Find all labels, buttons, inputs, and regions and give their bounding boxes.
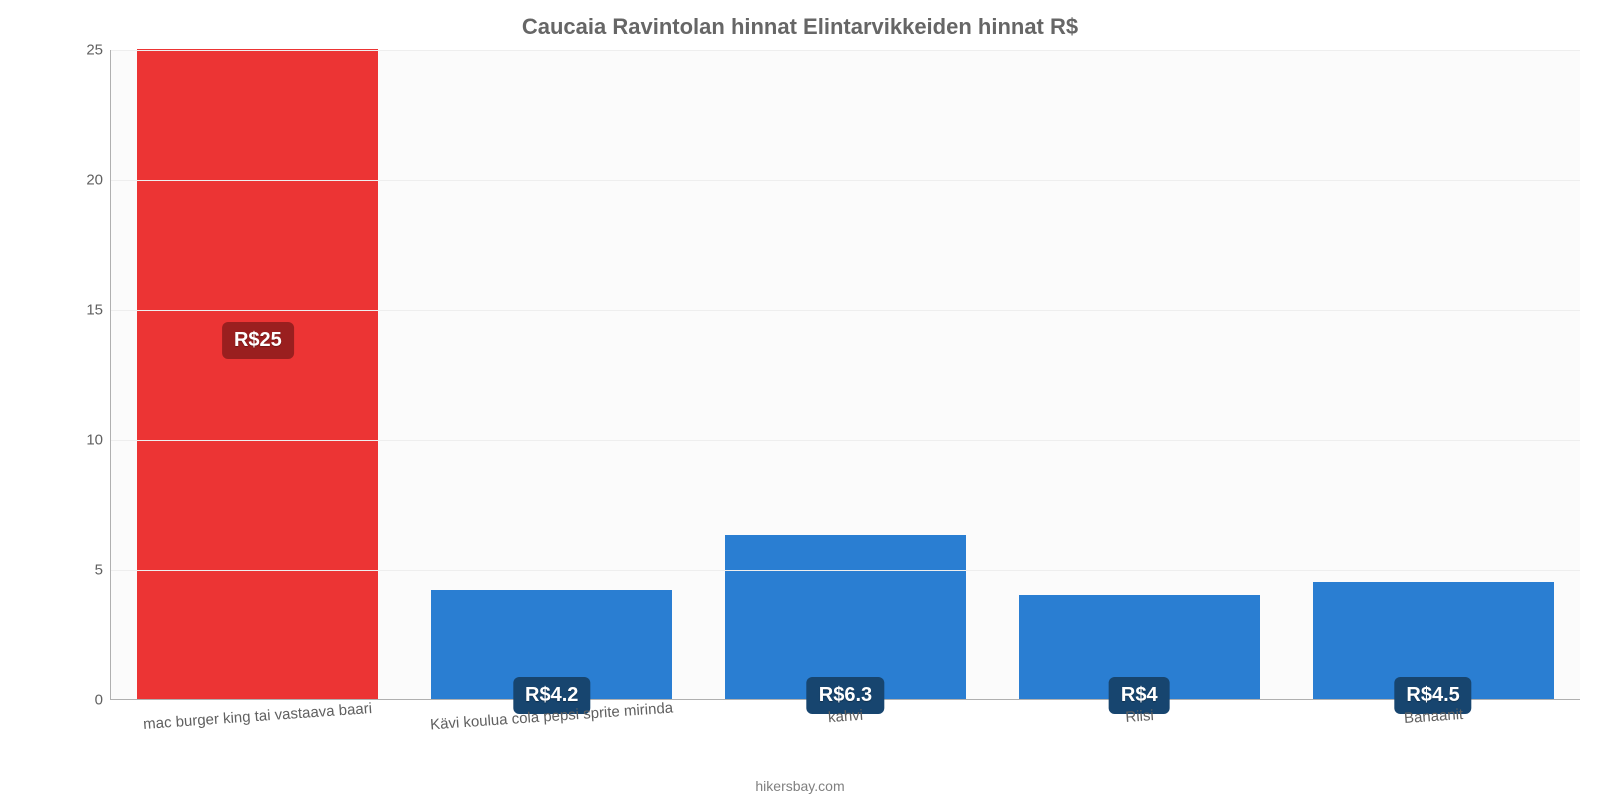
x-tick-label: mac burger king tai vastaava baari xyxy=(143,700,373,733)
bar-slot: R$6.3 xyxy=(699,50,993,699)
chart-area: R$25R$4.2R$6.3R$4R$4.5 0510152025 mac bu… xyxy=(80,50,1580,730)
credit-text: hikersbay.com xyxy=(0,778,1600,794)
bars-container: R$25 R$4.2 R$6.3 R$4 R$4.5 xyxy=(111,50,1580,699)
gridline xyxy=(111,50,1580,51)
x-label-slot: Riisi xyxy=(992,700,1286,750)
bar: R$25 xyxy=(137,49,378,699)
bar-slot: R$4.5 xyxy=(1286,50,1580,699)
bar: R$6.3 xyxy=(725,535,966,699)
y-tick-label: 0 xyxy=(71,692,111,709)
x-label-slot: mac burger king tai vastaava baari xyxy=(110,700,404,750)
x-tick-label: kahvi xyxy=(828,707,864,726)
x-tick-label: Banaanit xyxy=(1403,706,1463,727)
value-badge: R$25 xyxy=(222,322,294,359)
x-axis-labels: mac burger king tai vastaava baari Kävi k… xyxy=(110,700,1580,750)
x-label-slot: Banaanit xyxy=(1286,700,1580,750)
x-tick-label: Kävi koulua cola pepsi sprite mirinda xyxy=(430,700,674,734)
x-tick-label: Riisi xyxy=(1125,707,1154,726)
y-tick-label: 5 xyxy=(71,562,111,579)
y-tick-label: 15 xyxy=(71,302,111,319)
bar: R$4.2 xyxy=(431,590,672,699)
bar-slot: R$4 xyxy=(992,50,1286,699)
y-tick-label: 10 xyxy=(71,432,111,449)
y-tick-label: 20 xyxy=(71,172,111,189)
x-label-slot: kahvi xyxy=(698,700,992,750)
gridline xyxy=(111,180,1580,181)
x-label-slot: Kävi koulua cola pepsi sprite mirinda xyxy=(404,700,698,750)
gridline xyxy=(111,440,1580,441)
gridline xyxy=(111,310,1580,311)
bar-slot: R$25 xyxy=(111,50,405,699)
bar: R$4.5 xyxy=(1313,582,1554,699)
bar-slot: R$4.2 xyxy=(405,50,699,699)
y-tick-label: 25 xyxy=(71,42,111,59)
chart-title: Caucaia Ravintolan hinnat Elintarvikkeid… xyxy=(0,0,1600,40)
gridline xyxy=(111,570,1580,571)
plot-area: R$25R$4.2R$6.3R$4R$4.5 0510152025 xyxy=(110,50,1580,700)
bar: R$4 xyxy=(1019,595,1260,699)
